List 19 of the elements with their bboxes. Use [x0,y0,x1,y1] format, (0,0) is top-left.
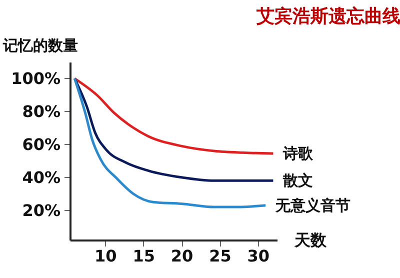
y-tick-label: 100% [11,68,60,88]
series-label: 诗歌 [282,144,314,162]
series-label: 散文 [282,172,314,190]
y-axis-title: 记忆的数量 [2,36,78,54]
x-tick-label: 10 [94,246,117,266]
y-tick-label: 60% [22,134,60,154]
x-tick-label: 25 [209,246,232,266]
y-tick-label: 40% [22,168,60,187]
x-tick-label: 30 [247,246,270,266]
line-series [73,77,274,155]
line-series [73,77,267,208]
x-tick-label: 15 [132,246,155,266]
y-tick-label: 20% [22,200,60,220]
text: 艾宾浩斯遗忘曲线 [256,6,400,27]
series-label: 无意义音节 [274,196,351,214]
x-tick-label: 20 [170,246,194,266]
line-series [73,77,274,182]
x-axis-title: 天数 [294,230,328,250]
y-tick-label: 80% [22,102,60,121]
